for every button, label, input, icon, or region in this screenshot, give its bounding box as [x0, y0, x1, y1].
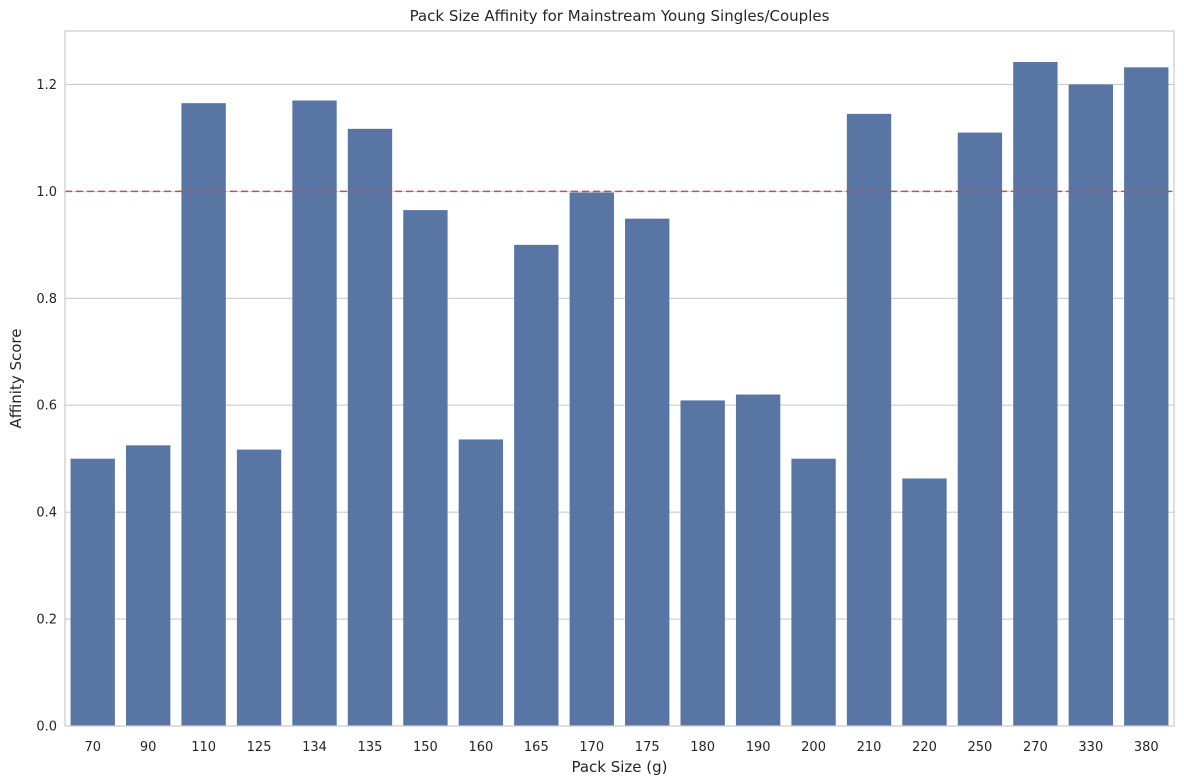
- bar-160: [458, 439, 504, 726]
- x-tick-label: 110: [191, 740, 216, 755]
- plot-frame: [64, 30, 1175, 727]
- chart-title: Pack Size Affinity for Mainstream Young …: [410, 7, 830, 25]
- x-tick-label: 125: [247, 740, 272, 755]
- x-tick-label: 250: [968, 740, 993, 755]
- x-tick-label: 160: [468, 740, 493, 755]
- x-tick-label: 180: [690, 740, 715, 755]
- bars: [70, 62, 1169, 727]
- x-tick-label: 165: [524, 740, 549, 755]
- x-tick-label: 175: [635, 740, 660, 755]
- bar-380: [1124, 67, 1169, 727]
- x-tick-label: 380: [1134, 740, 1159, 755]
- bar-170: [569, 192, 614, 726]
- bar-190: [735, 394, 781, 726]
- bar-135: [347, 128, 393, 727]
- bar-70: [70, 458, 115, 726]
- y-tick-label: 1.2: [36, 78, 57, 93]
- x-tick-label: 220: [912, 740, 937, 755]
- x-axis-title: Pack Size (g): [571, 758, 667, 776]
- y-tick-label: 1.0: [36, 185, 57, 200]
- bar-180: [680, 400, 725, 726]
- bar-134: [292, 100, 337, 726]
- x-tick-label: 135: [358, 740, 383, 755]
- bar-200: [791, 458, 836, 726]
- y-tick-label: 0.4: [36, 506, 57, 521]
- x-tick-label: 90: [140, 740, 157, 755]
- bar-165: [514, 244, 559, 726]
- x-tick-label: 134: [302, 740, 327, 755]
- y-tick-label: 0.8: [36, 292, 57, 307]
- bar-90: [125, 445, 171, 726]
- bar-250: [957, 132, 1003, 727]
- x-tick-label: 170: [579, 740, 604, 755]
- x-tick-label: 270: [1023, 740, 1048, 755]
- x-tick-label: 330: [1078, 740, 1103, 755]
- y-tick-label: 0.6: [36, 399, 57, 414]
- x-tick-label: 190: [746, 740, 771, 755]
- bar-330: [1068, 84, 1114, 726]
- bar-210: [846, 113, 892, 727]
- y-tick-label: 0.0: [36, 720, 57, 735]
- x-tick-label: 200: [801, 740, 826, 755]
- bar-220: [902, 478, 947, 726]
- x-tick-label: 150: [413, 740, 438, 755]
- x-tick-label: 210: [857, 740, 882, 755]
- bar-270: [1013, 62, 1058, 726]
- grid-lines: [65, 83, 1174, 727]
- bar-125: [236, 449, 282, 726]
- bar-175: [625, 218, 670, 726]
- x-tick-labels: 70 90 110 125 134 135 150 160 165 170 175 180 190 200…: [84, 740, 1158, 755]
- y-tick-labels: 0.0 0.2 0.4 0.6 0.8 1.0 1.2: [36, 78, 57, 735]
- y-tick-label: 0.2: [36, 613, 57, 628]
- x-tick-label: 70: [84, 740, 101, 755]
- y-axis-title: Affinity Score: [7, 329, 25, 429]
- bar-110: [181, 103, 226, 726]
- bar-150: [403, 210, 448, 726]
